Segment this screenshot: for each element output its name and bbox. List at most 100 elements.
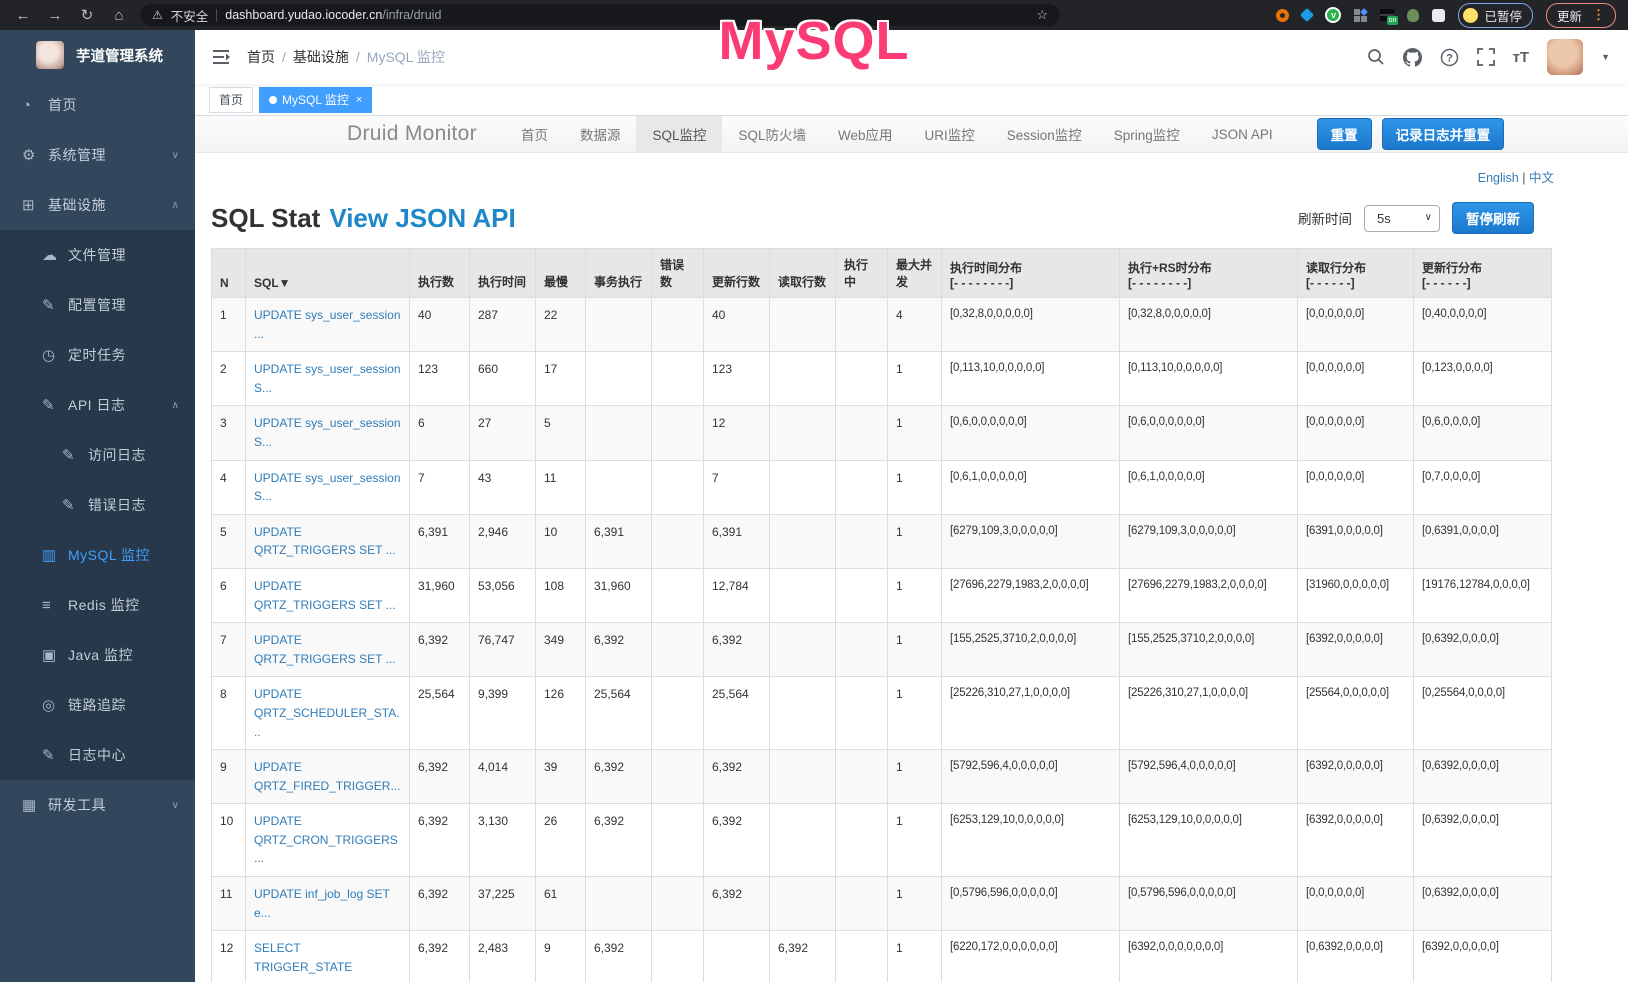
app-logo[interactable]: 芋道管理系统 xyxy=(0,30,195,80)
sql-link[interactable]: UPDATE QRTZ_CRON_TRIGGERS... xyxy=(254,814,398,866)
security-label[interactable]: 不安全 xyxy=(170,9,209,24)
druid-nav-datasource[interactable]: 数据源 xyxy=(579,128,621,143)
extensions-puzzle-icon[interactable] xyxy=(1432,8,1446,22)
refresh-interval-select[interactable]: 5s xyxy=(1364,204,1440,232)
sidebar-item-access-logs[interactable]: ✎ 访问日志 xyxy=(0,430,195,480)
tab-label: MySQL 监控 xyxy=(282,93,349,107)
sidebar-item-home[interactable]: ◔ 首页 xyxy=(0,80,195,130)
sql-link[interactable]: UPDATE inf_job_log SET e... xyxy=(254,887,390,920)
sidebar-item-java-monitor[interactable]: ▣ Java 监控 xyxy=(0,630,195,680)
profile-paused-pill[interactable]: 已暂停 xyxy=(1458,2,1533,28)
col-header-5[interactable]: 事务执行 xyxy=(585,248,652,298)
col-header-0[interactable]: N xyxy=(211,248,246,298)
sidebar-item-api-logs[interactable]: ✎ API 日志 ∧ xyxy=(0,380,195,430)
sidebar-item-dev-tools[interactable]: ▦ 研发工具 ∨ xyxy=(0,780,195,830)
font-size-icon[interactable]: ᴛT xyxy=(1512,48,1530,66)
sidebar-item-file-management[interactable]: ☁ 文件管理 xyxy=(0,230,195,280)
extension-gem-icon[interactable] xyxy=(1300,7,1315,23)
sidebar-item-mysql-monitor[interactable]: ▥ MySQL 监控 xyxy=(0,530,195,580)
sql-link[interactable]: UPDATE sys_user_session S... xyxy=(254,416,401,449)
druid-nav-spring-stat[interactable]: Spring监控 xyxy=(1113,128,1180,143)
reset-button[interactable]: 重置 xyxy=(1316,118,1372,150)
cell xyxy=(651,296,704,353)
col-header-7[interactable]: 更新行数 xyxy=(703,248,770,298)
extension-grid-icon[interactable] xyxy=(1354,7,1369,22)
bookmark-star-icon[interactable]: ☆ xyxy=(1036,7,1048,22)
breadcrumb-item[interactable]: 基础设施 xyxy=(292,49,349,65)
druid-nav-session-stat[interactable]: Session监控 xyxy=(1006,128,1082,143)
extension-donut-icon[interactable] xyxy=(1276,8,1290,22)
home-icon[interactable]: ⌂ xyxy=(114,6,124,24)
sql-link[interactable]: UPDATE QRTZ_FIRED_TRIGGER... xyxy=(254,760,401,793)
reload-icon[interactable]: ↻ xyxy=(80,6,94,24)
extension-green-icon[interactable]: v xyxy=(1325,7,1342,23)
help-icon[interactable]: ? xyxy=(1440,48,1459,67)
col-header-9[interactable]: 执行中 xyxy=(835,248,888,298)
druid-nav-web-app[interactable]: Web应用 xyxy=(837,128,893,143)
divider xyxy=(216,8,218,22)
sidebar-item-infrastructure[interactable]: ⊞ 基础设施 ∧ xyxy=(0,180,195,230)
sidebar-item-error-logs[interactable]: ✎ 错误日志 xyxy=(0,480,195,530)
sql-link[interactable]: SELECT TRIGGER_STATE xyxy=(254,941,353,974)
view-json-api-link[interactable]: View JSON API xyxy=(329,202,516,233)
sql-link[interactable]: UPDATE sys_user_session ... xyxy=(254,308,401,341)
menu-kebab-icon[interactable]: ⋮ xyxy=(1592,7,1605,22)
sql-link[interactable]: UPDATE QRTZ_TRIGGERS SET ... xyxy=(254,524,396,558)
back-icon[interactable]: ← xyxy=(15,6,31,24)
tab-home[interactable]: 首页 xyxy=(209,86,254,113)
tab-mysql-monitor[interactable]: MySQL 监控 × xyxy=(259,86,373,113)
druid-nav-sql-stat[interactable]: SQL监控 xyxy=(636,116,723,152)
col-header-12[interactable]: 执行+RS时分布 [- - - - - - - -] xyxy=(1119,248,1298,298)
sql-link[interactable]: UPDATE QRTZ_SCHEDULER_STA... xyxy=(254,687,400,739)
cell: [31960,0,0,0,0,0] xyxy=(1297,567,1414,624)
user-avatar[interactable] xyxy=(1547,39,1584,75)
druid-brand[interactable]: Druid Monitor xyxy=(347,122,477,145)
druid-nav-json-api[interactable]: JSON API xyxy=(1211,126,1273,142)
col-header-6[interactable]: 错误数 xyxy=(651,248,704,298)
col-header-11[interactable]: 执行时间分布 [- - - - - - - -] xyxy=(941,248,1120,298)
cell: 1 xyxy=(887,676,942,751)
fullscreen-icon[interactable] xyxy=(1476,48,1495,66)
url-bar[interactable]: ⚠ 不安全 dashboard.yudao.iocoder.cn/infra/d… xyxy=(140,4,1060,26)
sidebar-item-system-management[interactable]: ⚙ 系统管理 ∨ xyxy=(0,130,195,180)
cell: UPDATE sys_user_session ... xyxy=(245,296,410,353)
sidebar-item-label: 研发工具 xyxy=(48,797,106,813)
extension-leaf-icon[interactable] xyxy=(1407,8,1420,22)
col-header-8[interactable]: 读取行数 xyxy=(769,248,836,298)
col-header-14[interactable]: 更新行分布 [- - - - - -] xyxy=(1413,248,1552,298)
sidebar-item-trace[interactable]: ◎ 链路追踪 xyxy=(0,680,195,730)
lang-english-link[interactable]: English xyxy=(1477,171,1519,185)
close-icon[interactable]: × xyxy=(355,93,363,106)
sql-link[interactable]: UPDATE QRTZ_TRIGGERS SET ... xyxy=(254,578,396,612)
sql-link[interactable]: UPDATE sys_user_session S... xyxy=(254,470,401,504)
hamburger-icon[interactable] xyxy=(213,49,231,65)
druid-nav-uri-stat[interactable]: URI监控 xyxy=(924,128,975,143)
lang-chinese-link[interactable]: 中文 xyxy=(1528,171,1554,185)
log-and-reset-button[interactable]: 记录日志并重置 xyxy=(1381,118,1505,150)
druid-nav-sql-firewall[interactable]: SQL防火墙 xyxy=(738,128,806,143)
chrome-update-button[interactable]: 更新 ⋮ xyxy=(1545,2,1616,28)
sidebar-item-scheduled-tasks[interactable]: ◷ 定时任务 xyxy=(0,330,195,380)
sql-link[interactable]: UPDATE sys_user_session S... xyxy=(254,362,401,395)
col-header-3[interactable]: 执行时间 xyxy=(469,248,536,298)
col-header-10[interactable]: 最大并发 xyxy=(887,248,942,298)
col-header-4[interactable]: 最慢 xyxy=(535,248,586,298)
sidebar-item-redis-monitor[interactable]: ≡ Redis 监控 xyxy=(0,580,195,630)
druid-nav-home[interactable]: 首页 xyxy=(520,128,548,143)
chevron-down-icon[interactable]: ▼ xyxy=(1601,52,1610,62)
col-header-2[interactable]: 执行数 xyxy=(409,248,470,298)
col-header-1[interactable]: SQL▼ xyxy=(245,248,410,298)
sql-link[interactable]: UPDATE QRTZ_TRIGGERS SET ... xyxy=(254,633,396,666)
forward-icon[interactable]: → xyxy=(47,6,63,24)
pause-refresh-button[interactable]: 暂停刷新 xyxy=(1452,202,1534,234)
url-text[interactable]: dashboard.yudao.iocoder.cn/infra/druid xyxy=(225,8,441,22)
sidebar-item-config-management[interactable]: ✎ 配置管理 xyxy=(0,280,195,330)
cell: [0,0,0,0,0,0] xyxy=(1297,351,1414,407)
col-header-13[interactable]: 读取行分布 [- - - - - -] xyxy=(1297,248,1414,298)
search-icon[interactable] xyxy=(1367,48,1385,66)
breadcrumb-item[interactable]: 首页 xyxy=(247,49,275,65)
github-icon[interactable] xyxy=(1402,47,1422,67)
extension-list-icon[interactable]: on xyxy=(1380,9,1399,25)
warning-icon[interactable]: ⚠ xyxy=(152,8,163,22)
sidebar-item-log-center[interactable]: ✎ 日志中心 xyxy=(0,730,195,780)
